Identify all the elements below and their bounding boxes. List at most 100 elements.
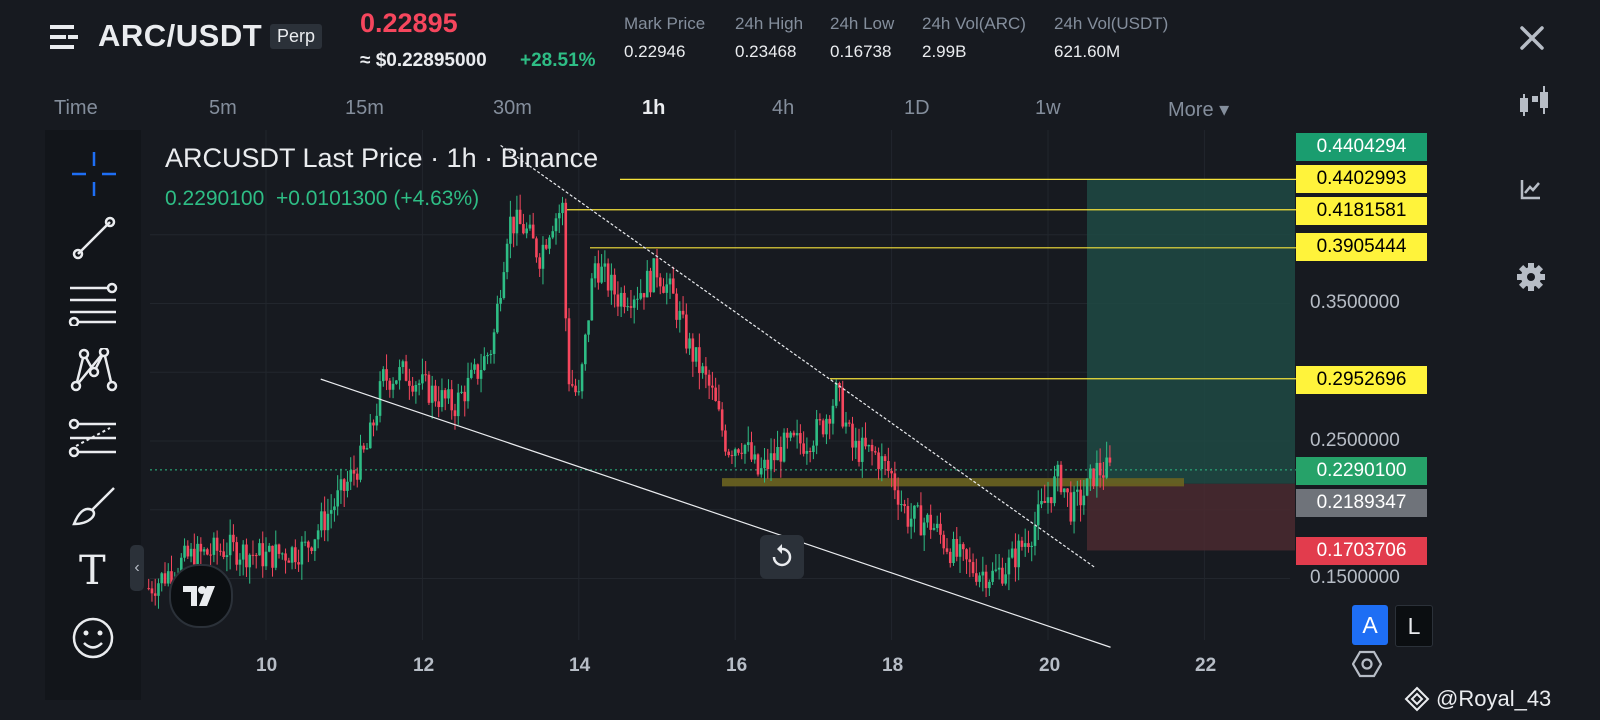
- last-price-tag: 0.2290100: [1296, 457, 1427, 485]
- candle-body: [994, 569, 998, 571]
- candle-body: [743, 444, 747, 454]
- candle-body: [655, 258, 659, 278]
- candle-body: [518, 209, 522, 225]
- candle-body: [189, 548, 193, 557]
- candle-body: [750, 442, 753, 460]
- candle-body: [590, 278, 594, 321]
- text-tool-icon[interactable]: T: [79, 548, 106, 594]
- stop-loss-price-tag: 0.1703706: [1296, 537, 1427, 565]
- candle-body: [153, 593, 157, 596]
- candle-body: [522, 224, 525, 234]
- close-icon[interactable]: [1518, 24, 1546, 52]
- candle-body: [805, 450, 809, 454]
- change-percent: +28.51%: [520, 50, 596, 71]
- contract-type-badge: Perp: [270, 24, 323, 49]
- tab-time[interactable]: Time: [54, 97, 98, 119]
- tab-more[interactable]: More ▾: [1168, 99, 1230, 121]
- candle-body: [802, 443, 805, 454]
- candle-body: [860, 437, 864, 462]
- stat-label-mark-price: Mark Price: [624, 14, 706, 33]
- candle-body: [284, 553, 287, 561]
- take-profit-zone: [1087, 179, 1295, 484]
- candle-body: [349, 470, 353, 482]
- candle-body: [206, 549, 209, 555]
- candle-body: [610, 274, 613, 291]
- x-tick-label: 12: [413, 655, 435, 676]
- candle-body: [469, 369, 473, 378]
- candle-body: [593, 263, 597, 279]
- candle-body: [352, 470, 356, 474]
- candle-body: [326, 513, 330, 531]
- candle-body: [1043, 501, 1047, 503]
- tab-1d[interactable]: 1D: [904, 97, 930, 119]
- reset-chart-button[interactable]: [760, 535, 804, 579]
- candle-body: [867, 444, 871, 447]
- candle-body: [965, 549, 968, 560]
- candle-body: [183, 545, 186, 558]
- crosshair-icon[interactable]: [72, 152, 116, 196]
- tab-1h[interactable]: 1h: [642, 97, 666, 119]
- tab-5m[interactable]: 5m: [209, 97, 237, 119]
- candle-body: [525, 228, 528, 234]
- candle-body: [1079, 489, 1082, 506]
- candle-body: [821, 420, 825, 435]
- collapse-toolbar-handle[interactable]: ‹: [130, 545, 144, 591]
- last-price: 0.22895: [360, 8, 458, 38]
- candle-body: [1036, 504, 1040, 526]
- candle-body: [942, 534, 946, 549]
- usd-price: ≈ $0.22895000: [360, 50, 487, 71]
- candle-body: [215, 537, 219, 551]
- log-scale-button[interactable]: L: [1395, 605, 1433, 647]
- chart-change-value: +0.0101300 (+4.63%): [275, 187, 480, 210]
- tab-15m[interactable]: 15m: [345, 97, 384, 119]
- candle-body: [694, 347, 698, 362]
- candle-body: [424, 374, 427, 376]
- candle-body: [346, 481, 349, 491]
- candlestick-icon[interactable]: [1518, 86, 1550, 116]
- candle-body: [320, 511, 323, 531]
- symbol-title[interactable]: ARC/USDT: [98, 18, 263, 53]
- trendline-icon[interactable]: [72, 216, 116, 260]
- candle-body: [557, 213, 561, 219]
- candle-body: [1102, 475, 1105, 478]
- candle-body: [834, 382, 838, 406]
- candle-body: [1010, 548, 1014, 558]
- pattern-icon[interactable]: [70, 348, 118, 392]
- indicators-icon[interactable]: [1520, 178, 1542, 200]
- emoji-icon[interactable]: [71, 616, 115, 660]
- auto-scale-button[interactable]: A: [1352, 605, 1388, 645]
- candle-body: [512, 216, 515, 234]
- candle-body: [779, 446, 783, 462]
- candle-body: [968, 559, 972, 563]
- candle-body: [753, 454, 757, 460]
- projection-icon[interactable]: [68, 416, 118, 460]
- level-price-tag: 0.2952696: [1296, 366, 1427, 394]
- candle-body: [606, 263, 610, 291]
- candle-body: [652, 258, 656, 293]
- candle-body: [890, 470, 893, 474]
- candle-body: [720, 409, 724, 431]
- settings-hex-icon[interactable]: [1352, 650, 1382, 678]
- candle-body: [535, 238, 538, 258]
- fib-retracement-icon[interactable]: [68, 282, 118, 326]
- candle-body: [450, 389, 454, 411]
- tab-30m[interactable]: 30m: [493, 97, 532, 119]
- candle-body: [1098, 462, 1102, 476]
- candle-body: [486, 355, 489, 357]
- menu-icon[interactable]: [50, 22, 80, 52]
- candle-body: [847, 422, 851, 424]
- tab-1w[interactable]: 1w: [1035, 97, 1061, 119]
- candle-body: [812, 445, 815, 453]
- stat-value-24h-vol-usdt: 621.60M: [1054, 42, 1121, 61]
- candle-body: [382, 369, 385, 382]
- candle-body: [1040, 501, 1043, 505]
- candle-body: [411, 385, 414, 392]
- tab-4h[interactable]: 4h: [772, 97, 795, 119]
- candle-body: [160, 573, 164, 584]
- candle-body: [378, 381, 382, 416]
- candle-body: [368, 422, 372, 449]
- candle-body: [1108, 457, 1112, 463]
- brush-icon[interactable]: [70, 484, 118, 528]
- gear-icon[interactable]: [1516, 262, 1546, 292]
- stop-loss-zone: [1087, 483, 1295, 551]
